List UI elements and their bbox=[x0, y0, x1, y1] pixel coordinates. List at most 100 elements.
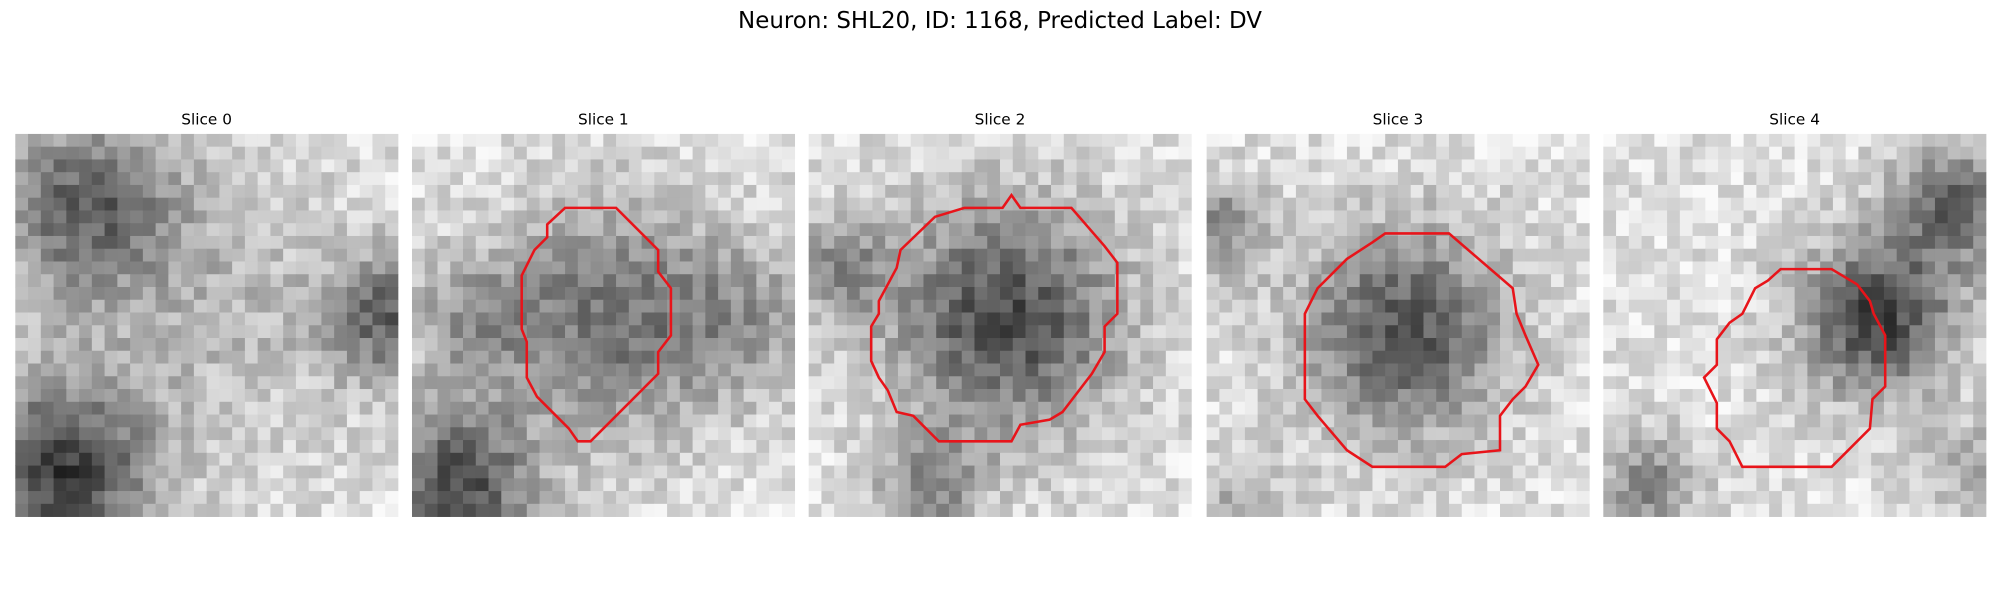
pixel bbox=[1603, 363, 1617, 377]
pixel bbox=[168, 274, 182, 288]
pixel bbox=[206, 235, 220, 250]
pixel bbox=[1922, 503, 1936, 517]
pixel bbox=[117, 414, 131, 428]
pixel bbox=[142, 503, 156, 517]
pixel bbox=[346, 491, 361, 505]
pixel bbox=[450, 248, 464, 262]
pixel bbox=[1922, 274, 1936, 288]
pixel bbox=[295, 159, 310, 173]
pixel bbox=[1512, 197, 1526, 211]
pixel bbox=[743, 363, 757, 377]
pixel bbox=[1257, 325, 1271, 339]
pixel bbox=[372, 197, 386, 211]
pixel bbox=[1845, 465, 1859, 479]
pixel bbox=[130, 184, 144, 199]
pixel bbox=[1628, 248, 1642, 262]
pixel bbox=[961, 389, 975, 403]
pixel bbox=[270, 350, 284, 364]
pixel bbox=[1667, 478, 1681, 492]
pixel bbox=[1308, 452, 1322, 466]
pixel bbox=[244, 325, 259, 339]
pixel bbox=[424, 414, 438, 428]
pixel bbox=[1270, 261, 1284, 275]
pixel bbox=[1385, 286, 1399, 301]
pixel bbox=[692, 325, 706, 339]
pixel bbox=[910, 210, 924, 224]
pixel bbox=[1743, 223, 1757, 237]
pixel bbox=[1461, 197, 1475, 211]
pixel bbox=[142, 389, 156, 403]
pixel bbox=[910, 299, 924, 313]
pixel bbox=[859, 389, 873, 403]
pixel bbox=[1871, 478, 1885, 492]
pixel bbox=[1487, 478, 1501, 492]
pixel bbox=[1512, 478, 1526, 492]
pixel bbox=[1820, 414, 1834, 428]
pixel bbox=[1692, 274, 1706, 288]
pixel bbox=[1295, 491, 1310, 505]
pixel bbox=[79, 248, 93, 262]
pixel bbox=[616, 491, 630, 505]
pixel bbox=[1743, 325, 1757, 339]
pixel bbox=[1308, 338, 1322, 352]
pixel bbox=[53, 210, 67, 224]
pixel bbox=[1038, 440, 1052, 454]
pixel bbox=[961, 401, 975, 415]
pixel bbox=[603, 389, 617, 403]
pixel bbox=[1102, 299, 1116, 313]
pixel bbox=[641, 363, 655, 377]
pixel bbox=[1692, 184, 1706, 199]
pixel bbox=[1295, 338, 1310, 352]
pixel bbox=[359, 376, 373, 390]
pixel bbox=[1858, 376, 1872, 390]
pixel bbox=[1140, 325, 1154, 339]
pixel bbox=[257, 261, 271, 275]
pixel bbox=[1385, 325, 1399, 339]
pixel bbox=[53, 146, 67, 160]
pixel bbox=[1153, 312, 1167, 326]
pixel bbox=[743, 491, 757, 505]
pixel bbox=[40, 389, 54, 403]
pixel bbox=[1883, 401, 1898, 415]
pixel bbox=[142, 401, 156, 415]
pixel bbox=[1563, 159, 1577, 173]
pixel bbox=[232, 261, 246, 275]
pixel bbox=[1436, 146, 1450, 160]
pixel bbox=[1076, 235, 1090, 250]
pixel bbox=[987, 350, 1001, 364]
pixel bbox=[270, 133, 284, 148]
pixel bbox=[1232, 223, 1246, 237]
pixel bbox=[295, 452, 310, 466]
pixel bbox=[79, 197, 93, 211]
pixel bbox=[1372, 491, 1386, 505]
pixel bbox=[1947, 261, 1961, 275]
pixel bbox=[232, 133, 246, 148]
pixel bbox=[526, 465, 540, 479]
pixel bbox=[1178, 261, 1192, 275]
pixel bbox=[1474, 338, 1488, 352]
pixel bbox=[66, 223, 80, 237]
pixel bbox=[987, 223, 1001, 237]
pixel bbox=[1563, 184, 1577, 199]
pixel bbox=[1845, 197, 1859, 211]
pixel bbox=[1165, 452, 1179, 466]
pixel bbox=[616, 197, 630, 211]
pixel bbox=[1551, 338, 1565, 352]
pixel bbox=[1654, 503, 1668, 517]
pixel bbox=[1051, 299, 1065, 313]
pixel bbox=[193, 274, 208, 288]
pixel bbox=[603, 363, 617, 377]
pixel bbox=[193, 197, 208, 211]
pixel bbox=[424, 465, 438, 479]
pixel bbox=[641, 452, 655, 466]
pixel bbox=[1820, 465, 1834, 479]
pixel bbox=[1794, 312, 1808, 326]
pixel bbox=[79, 414, 93, 428]
pixel bbox=[1000, 248, 1014, 262]
pixel bbox=[104, 350, 118, 364]
pixel bbox=[1794, 376, 1808, 390]
pixel bbox=[28, 312, 42, 326]
pixel bbox=[501, 197, 515, 211]
pixel bbox=[501, 363, 515, 377]
pixel bbox=[1385, 376, 1399, 390]
